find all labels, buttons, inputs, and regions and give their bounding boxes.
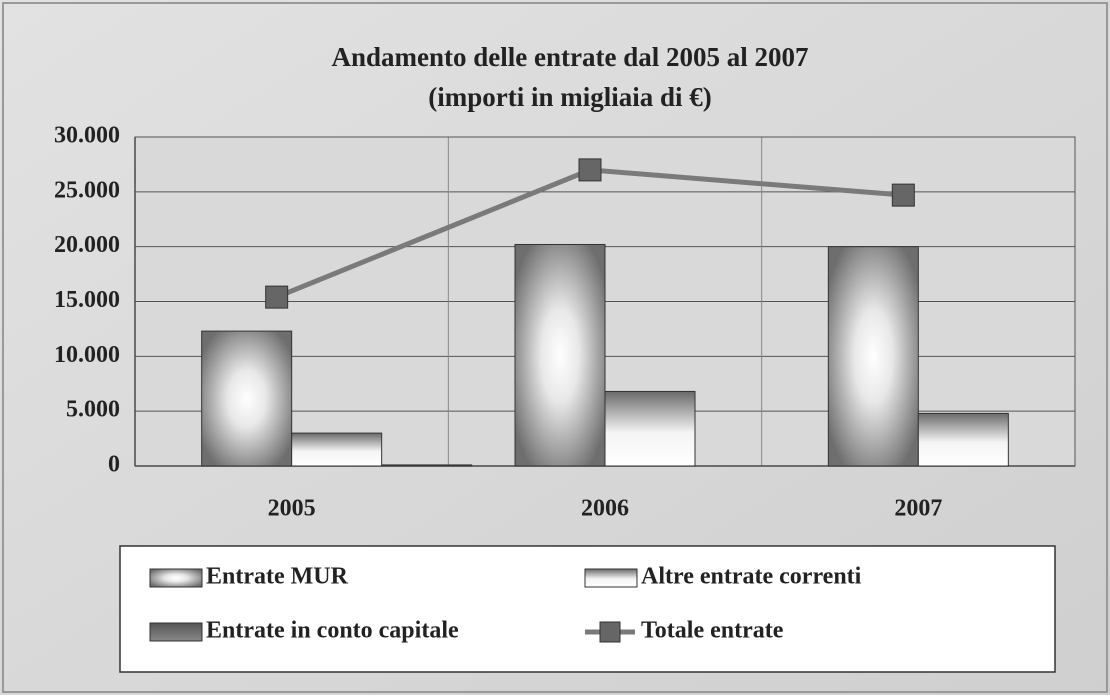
x-tick-label: 2005 (268, 496, 316, 522)
bar (827, 246, 919, 467)
legend-label: Entrate in conto capitale (206, 618, 459, 644)
bar (201, 330, 293, 467)
legend-label: Entrate MUR (206, 564, 349, 590)
y-tick-label: 5.000 (66, 397, 120, 423)
y-tick-label: 20.000 (54, 232, 120, 258)
y-tick-label: 30.000 (54, 123, 120, 149)
legend (119, 545, 1056, 673)
legend-label: Totale entrate (641, 618, 784, 644)
y-tick-label: 10.000 (54, 342, 120, 368)
bar (291, 432, 383, 467)
legend-swatch (584, 568, 638, 588)
bar (604, 390, 696, 467)
y-tick-label: 25.000 (54, 177, 120, 203)
chart-title: Andamento delle entrate dal 2005 al 2007 (332, 42, 809, 72)
y-tick-label: 0 (108, 452, 120, 478)
line-marker (265, 285, 289, 309)
legend-swatch (149, 622, 203, 642)
legend-marker (599, 621, 621, 643)
bar (917, 412, 1009, 467)
y-tick-label: 15.000 (54, 287, 120, 313)
line-marker (578, 158, 602, 182)
x-tick-label: 2006 (581, 496, 629, 522)
legend-label: Altre entrate correnti (641, 564, 862, 590)
legend-swatch (149, 568, 203, 588)
line-marker (891, 183, 915, 207)
x-tick-label: 2007 (894, 496, 942, 522)
bar (381, 464, 473, 467)
bar (514, 243, 606, 467)
chart-subtitle: (importi in migliaia di €) (428, 82, 712, 112)
